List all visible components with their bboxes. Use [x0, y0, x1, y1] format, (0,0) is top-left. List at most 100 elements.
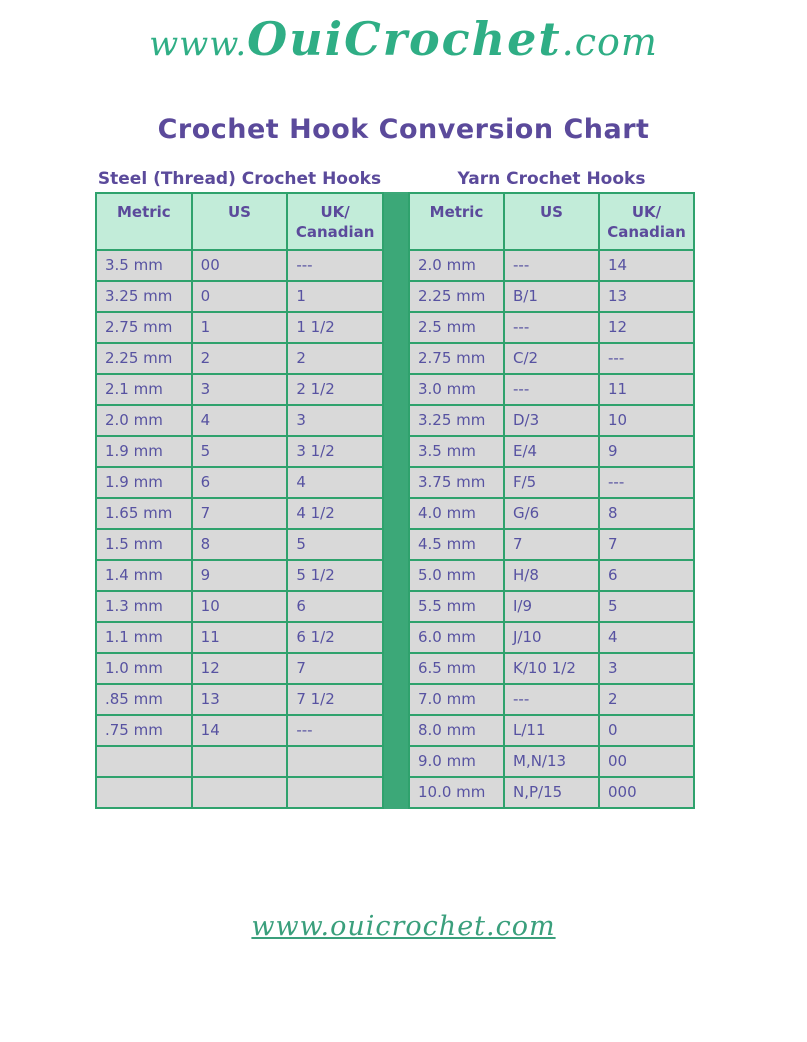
table-cell: 2	[190, 341, 289, 375]
table-row: 1.0 mm 12 7	[95, 651, 384, 685]
table-cell: 6	[598, 558, 695, 592]
table-cell: 2	[286, 341, 384, 375]
table-row: 2.0 mm 4 3	[95, 403, 384, 437]
table-cell: 8	[598, 496, 695, 530]
table-cell: 0	[190, 279, 289, 313]
table-cell: 00	[190, 248, 289, 282]
table-row: 3.5 mm 00 ---	[95, 248, 384, 282]
yarn-table-subtitle: Yarn Crochet Hooks	[457, 169, 646, 189]
table-cell: 3.25 mm	[95, 279, 193, 313]
table-cell	[286, 744, 384, 778]
table-cell: 2	[598, 682, 695, 716]
table-cell: 2.0 mm	[95, 403, 193, 437]
steel-hooks-table: Metric US UK/ Canadian 3.5 mm 00 --- 3.25 mm 0 1…	[95, 192, 384, 809]
logo-prefix: www.	[149, 24, 248, 64]
table-cell: 13	[190, 682, 289, 716]
table-row: .85 mm 13 7 1/2	[95, 682, 384, 716]
table-cell: H/8	[503, 558, 600, 592]
table-row: 2.5 mm --- 12	[408, 310, 695, 344]
table-cell: 13	[598, 279, 695, 313]
table-row: 6.0 mm J/10 4	[408, 620, 695, 654]
table-row	[95, 744, 384, 778]
table-row: 3.75 mm F/5 ---	[408, 465, 695, 499]
table-row: 1.65 mm 7 4 1/2	[95, 496, 384, 530]
column-header: US	[503, 192, 600, 251]
column-header: UK/ Canadian	[286, 192, 384, 251]
table-cell: 7	[598, 527, 695, 561]
column-header: UK/ Canadian	[598, 192, 695, 251]
table-row: 2.0 mm --- 14	[408, 248, 695, 282]
table-cell: 7.0 mm	[408, 682, 505, 716]
table-cell: 2.1 mm	[95, 372, 193, 406]
table-cell: ---	[503, 248, 600, 282]
table-cell: L/11	[503, 713, 600, 747]
table-cell: ---	[598, 465, 695, 499]
table-cell: 10	[598, 403, 695, 437]
table-cell: 5.0 mm	[408, 558, 505, 592]
table-subtitles: Steel (Thread) Crochet Hooks Yarn Croche…	[95, 169, 695, 189]
table-cell: 1.0 mm	[95, 651, 193, 685]
table-cell: 00	[598, 744, 695, 778]
table-row: 8.0 mm L/11 0	[408, 713, 695, 747]
table-cell: 7 1/2	[286, 682, 384, 716]
table-cell: 3 1/2	[286, 434, 384, 468]
column-header: Metric	[95, 192, 193, 251]
table-cell: 2.0 mm	[408, 248, 505, 282]
table-cell: 1 1/2	[286, 310, 384, 344]
table-cell: 1.5 mm	[95, 527, 193, 561]
table-cell: 3.0 mm	[408, 372, 505, 406]
table-cell: 6.5 mm	[408, 651, 505, 685]
table-cell: 4.5 mm	[408, 527, 505, 561]
table-cell: 1.3 mm	[95, 589, 193, 623]
table-cell: F/5	[503, 465, 600, 499]
table-cell	[95, 744, 193, 778]
logo-suffix: .com	[561, 20, 658, 64]
table-row: 6.5 mm K/10 1/2 3	[408, 651, 695, 685]
table-cell: 000	[598, 775, 695, 809]
table-cell: 7	[190, 496, 289, 530]
table-cell: 6	[190, 465, 289, 499]
table-cell: N,P/15	[503, 775, 600, 809]
table-cell: 7	[503, 527, 600, 561]
table-row: 4.0 mm G/6 8	[408, 496, 695, 530]
table-cell: 0	[598, 713, 695, 747]
table-row: 1.3 mm 10 6	[95, 589, 384, 623]
table-cell: 3	[598, 651, 695, 685]
table-cell: C/2	[503, 341, 600, 375]
table-cell: 2.25 mm	[408, 279, 505, 313]
table-cell: 9	[190, 558, 289, 592]
page-title: Crochet Hook Conversion Chart	[157, 114, 650, 145]
table-cell: 7	[286, 651, 384, 685]
table-cell: 14	[598, 248, 695, 282]
table-cell	[286, 775, 384, 809]
footer-link[interactable]: www.ouicrochet.com	[251, 910, 556, 942]
table-cell: ---	[503, 310, 600, 344]
table-cell: 2 1/2	[286, 372, 384, 406]
table-row: 3.25 mm 0 1	[95, 279, 384, 313]
table-row: 10.0 mm N,P/15 000	[408, 775, 695, 809]
table-cell: M,N/13	[503, 744, 600, 778]
table-cell: 4	[598, 620, 695, 654]
logo-brand: OuiCrochet	[247, 12, 562, 66]
table-cell: 1.4 mm	[95, 558, 193, 592]
header-row: Metric US UK/ Canadian	[95, 192, 384, 251]
table-cell: 3.75 mm	[408, 465, 505, 499]
table-cell: 5	[286, 527, 384, 561]
table-cell: 3.25 mm	[408, 403, 505, 437]
table-row: 1.5 mm 8 5	[95, 527, 384, 561]
table-cell: ---	[503, 682, 600, 716]
table-row: 9.0 mm M,N/13 00	[408, 744, 695, 778]
table-cell: 1	[286, 279, 384, 313]
table-row: 3.5 mm E/4 9	[408, 434, 695, 468]
table-cell: 4	[286, 465, 384, 499]
table-row: 1.9 mm 5 3 1/2	[95, 434, 384, 468]
table-row: 1.4 mm 9 5 1/2	[95, 558, 384, 592]
table-row: 5.0 mm H/8 6	[408, 558, 695, 592]
table-cell: 1.9 mm	[95, 465, 193, 499]
table-cell: 3.5 mm	[95, 248, 193, 282]
conversion-chart: Steel (Thread) Crochet Hooks Yarn Croche…	[95, 169, 695, 809]
table-cell: 11	[190, 620, 289, 654]
table-cell	[190, 775, 289, 809]
table-cell: I/9	[503, 589, 600, 623]
